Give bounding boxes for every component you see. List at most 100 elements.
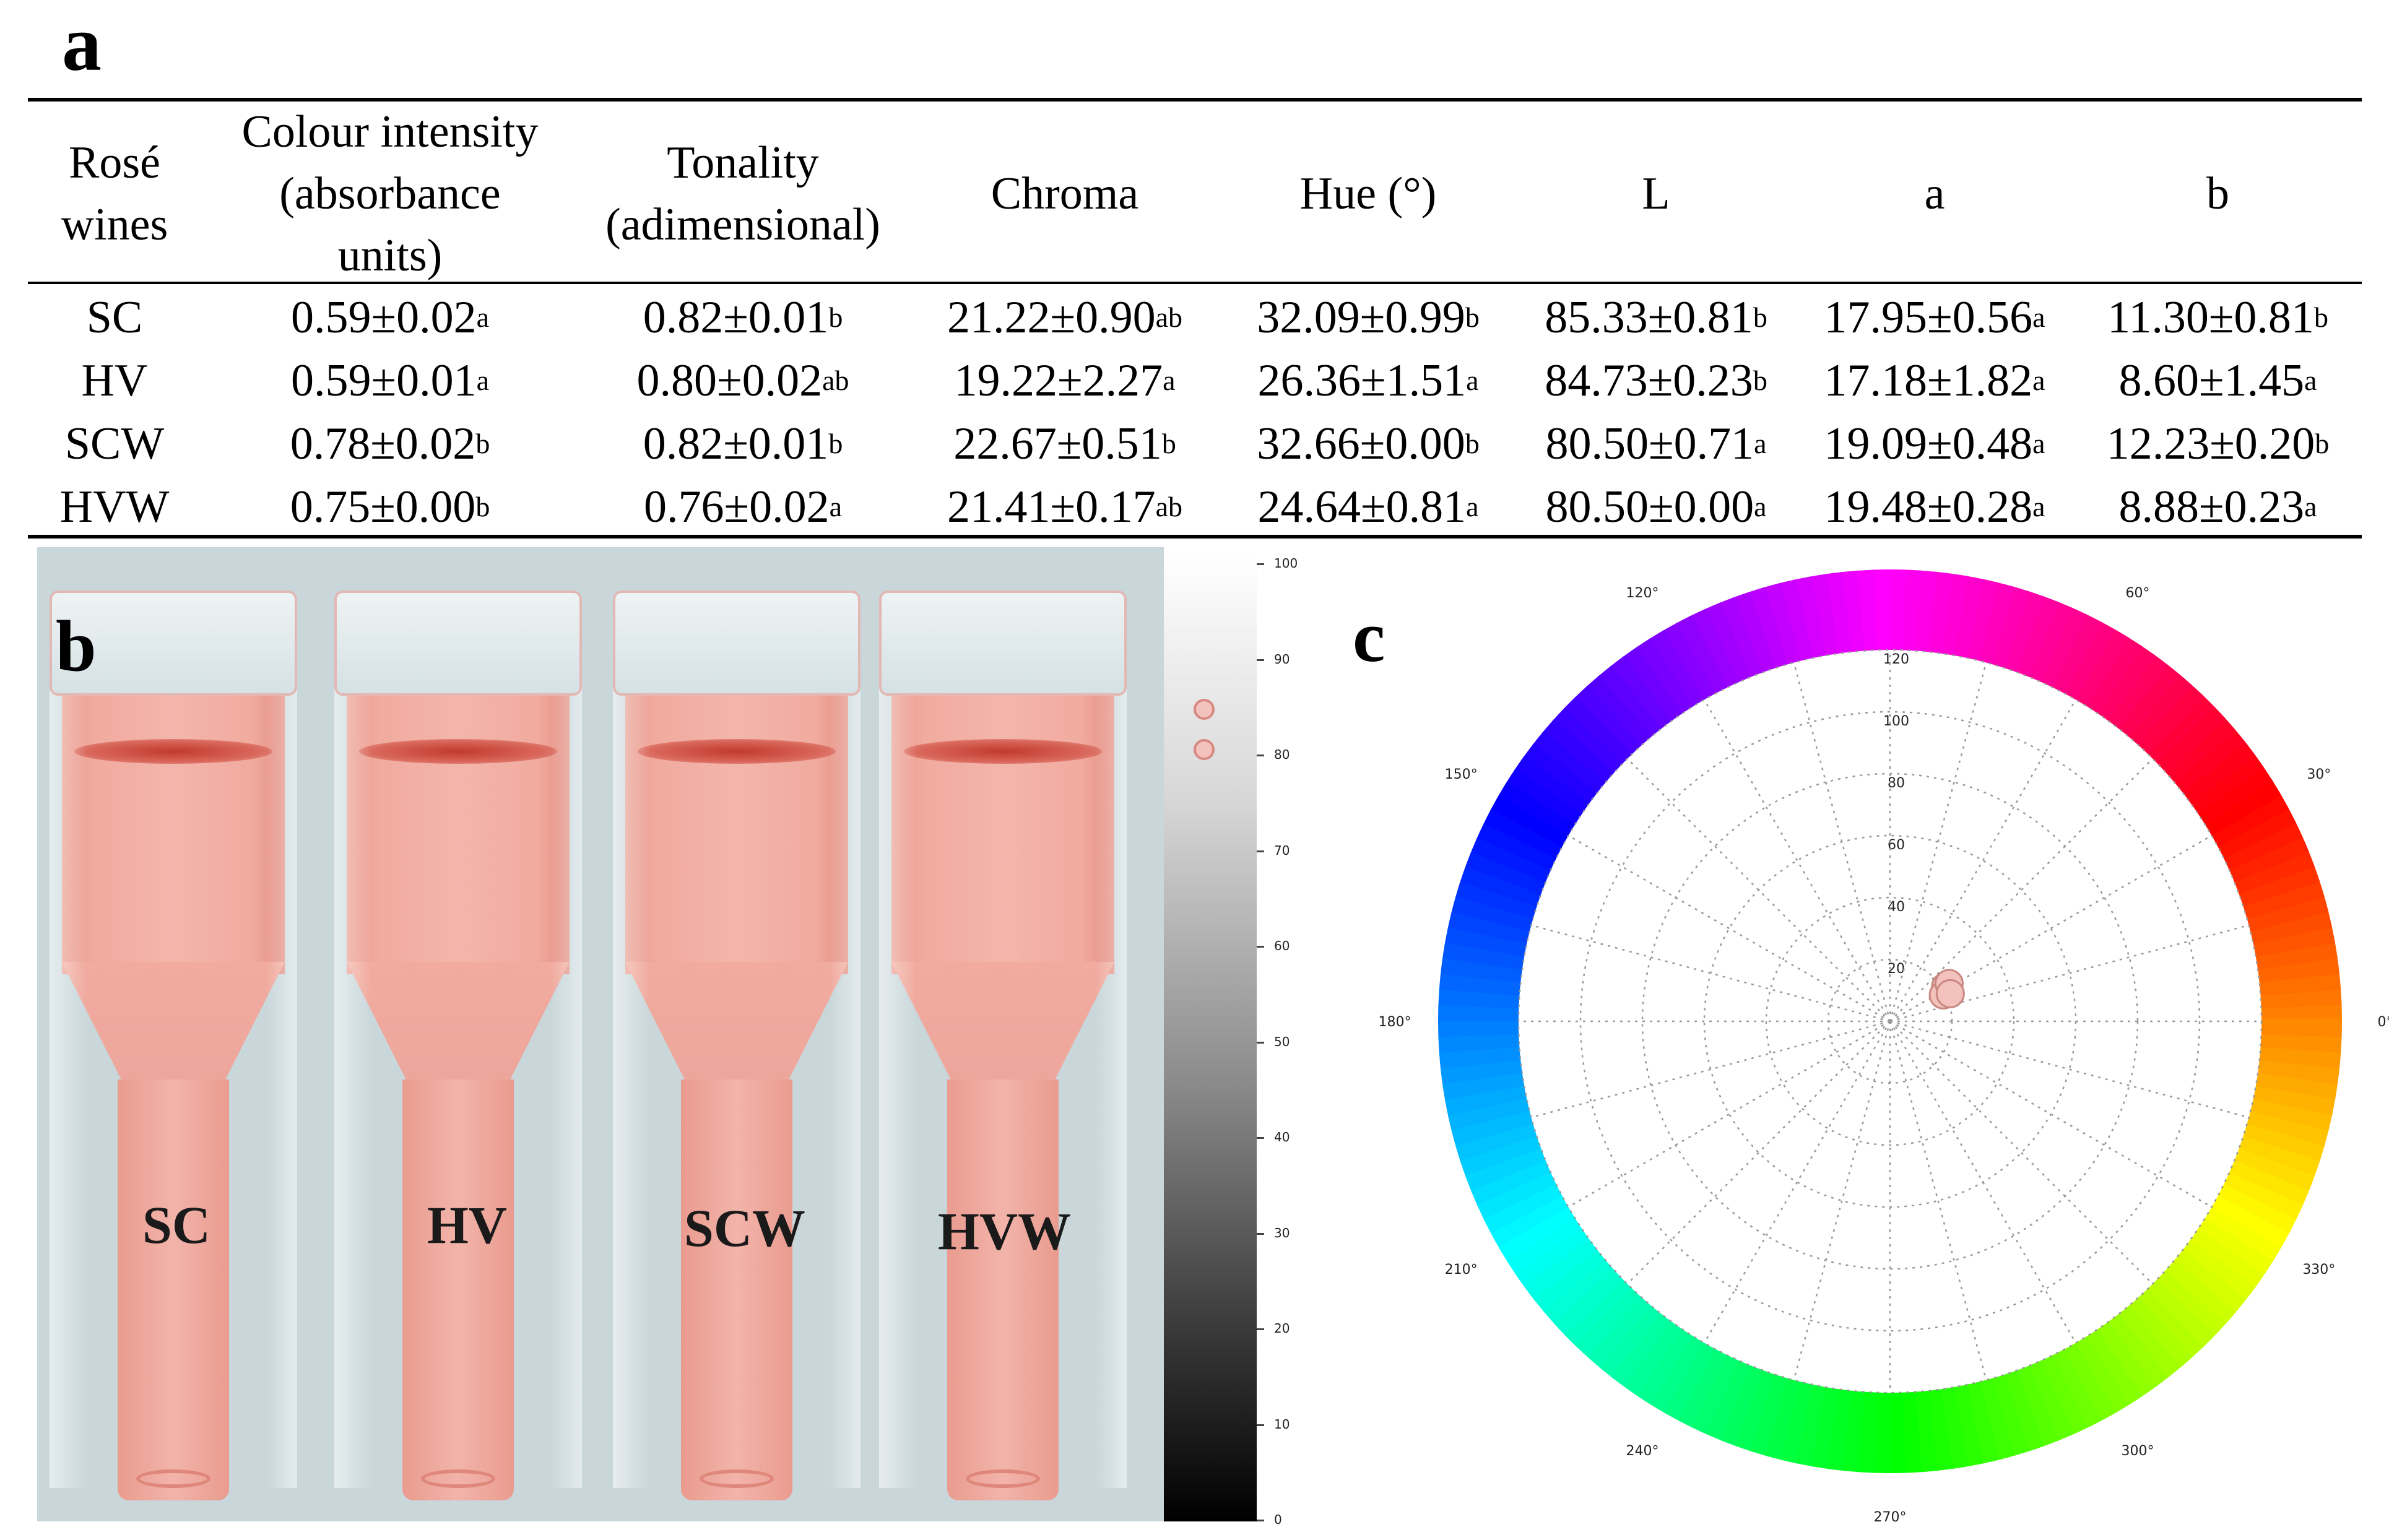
- hue-ring-segment: [1703, 602, 1751, 683]
- grey-scale-tick: [1257, 850, 1264, 852]
- grey-scale-tick: [1257, 1041, 1264, 1044]
- cell-value: 11.30±0.81: [2107, 292, 2314, 343]
- hue-ring-segment: [2062, 621, 2116, 700]
- grey-scale-tick-label: 80: [1274, 747, 1290, 762]
- hue-ring-segment: [1599, 1305, 1663, 1380]
- hue-ring-segment: [2157, 1268, 2228, 1336]
- column-header-line: L: [1642, 168, 1670, 219]
- hue-ring-segment: [1611, 1313, 1674, 1389]
- hue-ring-segment: [1650, 1336, 1707, 1414]
- cell-value: 19.09±0.48: [1824, 418, 2033, 469]
- grey-scale-tick: [1257, 755, 1264, 756]
- table-cell: 21.41±0.17 ab: [910, 475, 1220, 539]
- hue-ring-segment: [1447, 1098, 1530, 1134]
- cuv-stem: [402, 1079, 514, 1500]
- cuv-glass: [50, 683, 87, 1488]
- hue-ring-segment: [2050, 613, 2102, 694]
- hue-ring-segment: [1574, 685, 1642, 756]
- angular-grid-line: [1889, 1020, 2213, 1208]
- hue-ring-segment: [1762, 582, 1800, 665]
- table-cell: 21.22±0.90 ab: [910, 286, 1220, 349]
- angular-grid-line: [1703, 699, 1891, 1022]
- hue-ring-segment: [1637, 1329, 1696, 1406]
- hue-ring-segment: [1444, 927, 1527, 959]
- lightness-grey-scale: [1164, 553, 1257, 1521]
- table-cell: 0.82±0.01 b: [576, 412, 910, 475]
- grey-scale-tick-label: 70: [1274, 842, 1290, 858]
- hue-ring-segment: [2188, 753, 2265, 814]
- hue-ring-segment: [2096, 644, 2156, 721]
- cell-value: 0.59±0.01: [290, 355, 477, 406]
- row-label-wine: HV: [81, 355, 148, 406]
- cuv-glass: [334, 683, 371, 1488]
- grey-scale-tick-label: 60: [1274, 938, 1290, 953]
- cuv-meniscus: [74, 739, 272, 764]
- lightness-marker: [1194, 698, 1215, 720]
- cell-value: 8.60±1.45: [2118, 355, 2305, 406]
- cell-value: 17.18±1.82: [1824, 355, 2033, 406]
- angle-label: 150°: [1445, 767, 1478, 782]
- hue-ring-segment: [2233, 849, 2315, 894]
- hue-ring-segment: [1438, 1005, 1519, 1025]
- panel-label-b: b: [56, 605, 97, 686]
- hue-ring-segment: [1482, 809, 1563, 861]
- cell-value: 0.80±0.02: [636, 355, 823, 406]
- hue-ring-segment: [1777, 579, 1813, 662]
- table-cell: 0.59±0.01 a: [204, 349, 576, 412]
- hue-ring-segment: [2259, 971, 2341, 996]
- hue-ring-segment: [1824, 571, 1852, 654]
- table-cell: 84.73±0.23 b: [1517, 349, 1795, 412]
- hue-ring-segment: [1780, 1382, 1816, 1464]
- table-cell: 17.95±0.56 a: [1795, 286, 2074, 349]
- cuv-neck: [891, 962, 1114, 1086]
- hue-ring-segment: [2097, 1320, 2159, 1396]
- table-cell: 17.18±1.82 a: [1795, 349, 2074, 412]
- grey-scale-tick-label: 30: [1274, 1225, 1290, 1240]
- table-cell: 22.67±0.51 b: [910, 412, 1220, 475]
- hue-ring-segment: [1717, 597, 1763, 678]
- table-cell: 0.80±0.02 ab: [576, 349, 910, 412]
- angle-label: 300°: [2122, 1443, 2154, 1459]
- hue-ring-segment: [1454, 881, 1537, 922]
- hue-ring-segment: [1552, 707, 1623, 775]
- cuv-bottom: [136, 1469, 210, 1488]
- hue-ring-segment: [1515, 1229, 1592, 1290]
- hue-ring-segment: [2243, 1121, 2326, 1161]
- hue-ring-segment: [2190, 1227, 2267, 1287]
- hue-ring-segment: [2205, 1205, 2283, 1261]
- radial-tick-label: 100: [1883, 714, 1909, 729]
- grey-scale-tick-label: 20: [1274, 1321, 1290, 1336]
- table-cell: 8.60±1.45 a: [2074, 349, 2362, 412]
- column-header-line: Colour intensity: [241, 106, 539, 157]
- angle-label: 270°: [1874, 1510, 1907, 1525]
- angular-grid-line: [1793, 662, 1891, 1022]
- cell-value: 32.66±0.00: [1257, 418, 1465, 469]
- column-header-line: Hue (°): [1299, 168, 1437, 219]
- hue-ring-segment: [1489, 795, 1569, 850]
- hue-ring-segment: [2128, 1296, 2195, 1368]
- hue-ring-segment: [1735, 1370, 1778, 1452]
- cell-value: 21.22±0.90: [947, 292, 1156, 343]
- hue-ring-segment: [1886, 569, 1906, 651]
- hue-ring-segment: [2246, 893, 2329, 932]
- angular-grid-line: [1531, 1020, 1891, 1118]
- hue-ring-segment: [1874, 1392, 1894, 1473]
- cell-value: 17.95±0.56: [1824, 292, 2033, 343]
- table-cell: 26.36±1.51 a: [1220, 349, 1517, 412]
- hue-ring-segment: [1587, 1297, 1654, 1370]
- column-header-line: a: [1924, 168, 1945, 219]
- hue-ring-segment: [1621, 646, 1683, 723]
- radial-grid-circle: [1579, 711, 2201, 1332]
- hue-ring-segment: [1524, 1239, 1599, 1302]
- hue-ring-segment: [2255, 1070, 2338, 1100]
- table-cell: 32.09±0.99 b: [1220, 286, 1517, 349]
- hue-ring-segment: [1459, 867, 1541, 909]
- table-cell: 80.50±0.00 a: [1517, 475, 1795, 539]
- hue-ring-segment: [1675, 615, 1727, 695]
- hue-ring-segment: [1522, 743, 1598, 805]
- column-header-line: (absorbance: [279, 168, 501, 219]
- column-header: Chroma: [910, 105, 1220, 282]
- column-header: Colour intensity (absorbance units): [204, 105, 576, 282]
- angular-grid-line: [1626, 1021, 1891, 1285]
- hue-ring-segment: [1977, 582, 2015, 665]
